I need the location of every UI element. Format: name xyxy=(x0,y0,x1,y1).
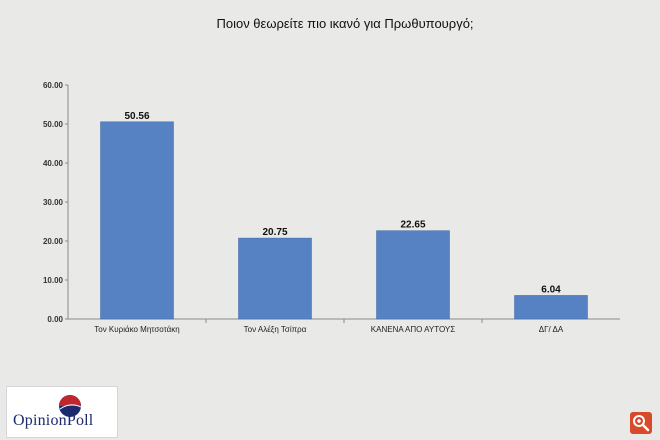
bar xyxy=(376,230,450,320)
y-tick-label: 30.00 xyxy=(43,198,64,207)
chart-title: Ποιον θεωρείτε πιο ικανό για Πρωθυπουργό… xyxy=(216,16,473,31)
chart-bars: 50.56 20.75 22.65 6.04 xyxy=(100,111,588,320)
bar xyxy=(238,237,312,320)
magnifier-icon xyxy=(633,415,650,432)
data-label: 50.56 xyxy=(124,111,149,122)
logo-text: OpinionPoll xyxy=(13,412,94,429)
data-label: 20.75 xyxy=(262,227,287,238)
y-tick-label: 60.00 xyxy=(43,81,64,90)
logo-globe-icon xyxy=(59,395,82,417)
bar xyxy=(100,121,174,320)
data-label: 22.65 xyxy=(400,220,425,231)
x-category-label: ΚΑΝΕΝΑ ΑΠΟ ΑΥΤΟΥΣ xyxy=(371,325,455,334)
zoom-icon[interactable] xyxy=(630,412,652,434)
y-tick-label: 40.00 xyxy=(43,159,64,168)
y-tick-label: 0.00 xyxy=(47,315,63,324)
y-tick-label: 50.00 xyxy=(43,120,64,129)
data-label: 6.04 xyxy=(541,284,561,295)
y-tick-label: 20.00 xyxy=(43,237,64,246)
x-category-label: Τον Κυριάκο Μητσοτάκη xyxy=(94,325,179,334)
opinionpoll-logo: OpinionPoll xyxy=(6,386,118,438)
bar xyxy=(514,295,588,320)
x-category-label: Τον Αλέξη Τσίπρα xyxy=(244,325,307,334)
x-category-label: ΔΓ/ ΔΑ xyxy=(539,325,564,334)
y-tick-label: 10.00 xyxy=(43,276,64,285)
